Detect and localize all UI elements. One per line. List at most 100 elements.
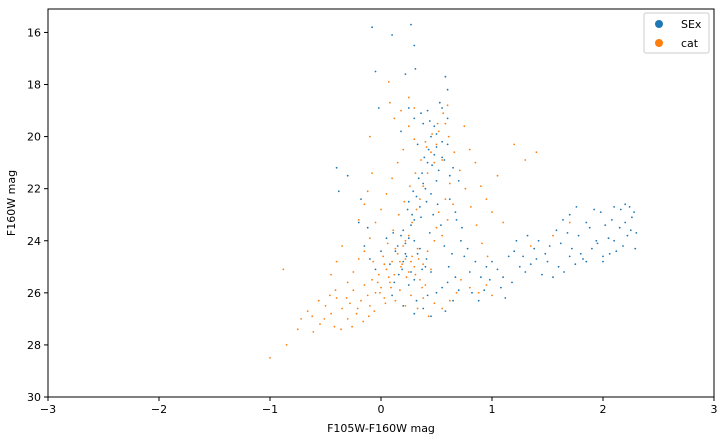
legend: SEx cat bbox=[643, 12, 710, 54]
data-point-sex bbox=[425, 258, 428, 260]
data-point-cat bbox=[324, 305, 327, 307]
data-point-sex bbox=[385, 237, 388, 240]
data-point-cat bbox=[402, 148, 405, 151]
data-point-sex bbox=[426, 161, 429, 164]
data-point-cat bbox=[448, 299, 451, 302]
data-point-sex bbox=[394, 250, 397, 253]
data-point-cat bbox=[386, 242, 389, 245]
data-point-cat bbox=[367, 315, 370, 318]
data-point-cat bbox=[345, 297, 348, 299]
data-point-cat bbox=[312, 331, 315, 333]
y-tick-label: 26 bbox=[27, 287, 41, 300]
data-point-sex bbox=[433, 125, 436, 128]
data-point-cat bbox=[391, 177, 393, 180]
data-point-sex bbox=[595, 239, 598, 242]
data-point-cat bbox=[394, 299, 397, 302]
data-point-sex bbox=[491, 260, 493, 263]
data-point-sex bbox=[427, 148, 430, 151]
x-tick-label: 2 bbox=[600, 403, 607, 416]
data-point-cat bbox=[411, 221, 413, 224]
data-point-sex bbox=[471, 291, 473, 294]
data-point-cat bbox=[393, 117, 396, 120]
data-point-sex bbox=[496, 268, 499, 271]
data-point-sex bbox=[406, 208, 409, 211]
data-point-sex bbox=[518, 265, 521, 268]
data-point-cat bbox=[389, 101, 391, 104]
data-point-sex bbox=[428, 120, 431, 122]
data-point-sex bbox=[432, 213, 435, 216]
data-point-cat bbox=[502, 221, 504, 224]
data-point-sex bbox=[435, 180, 438, 182]
legend-marker-cat bbox=[655, 39, 663, 47]
series-sex bbox=[335, 23, 638, 318]
data-point-sex bbox=[448, 198, 451, 201]
data-point-sex bbox=[402, 305, 405, 307]
data-point-cat bbox=[524, 159, 527, 161]
data-point-cat bbox=[394, 247, 397, 250]
data-point-cat bbox=[442, 112, 445, 115]
data-point-sex bbox=[437, 169, 440, 172]
data-point-sex bbox=[415, 299, 418, 302]
plot-area-frame bbox=[47, 8, 715, 398]
data-point-sex bbox=[431, 164, 433, 167]
data-point-cat bbox=[335, 297, 338, 299]
data-point-cat bbox=[401, 263, 403, 266]
data-point-sex bbox=[404, 242, 407, 245]
data-point-cat bbox=[296, 328, 299, 331]
data-point-cat bbox=[399, 289, 401, 292]
data-point-sex bbox=[463, 255, 466, 258]
data-point-sex bbox=[407, 107, 410, 109]
data-point-cat bbox=[424, 284, 427, 286]
data-point-cat bbox=[407, 96, 410, 99]
data-point-cat bbox=[317, 299, 320, 302]
data-point-sex bbox=[415, 195, 418, 198]
data-point-sex bbox=[633, 211, 635, 214]
data-point-cat bbox=[374, 221, 377, 224]
data-point-cat bbox=[351, 325, 353, 328]
data-point-cat bbox=[433, 239, 436, 242]
data-point-sex bbox=[419, 206, 421, 208]
data-point-sex bbox=[420, 112, 422, 115]
data-point-sex bbox=[413, 44, 416, 47]
data-point-cat bbox=[475, 224, 478, 227]
data-point-cat bbox=[383, 297, 386, 299]
data-point-sex bbox=[391, 34, 393, 36]
data-point-sex bbox=[613, 206, 615, 208]
data-point-cat bbox=[480, 185, 482, 188]
data-point-sex bbox=[526, 234, 529, 237]
data-point-cat bbox=[407, 125, 410, 128]
data-point-sex bbox=[477, 299, 480, 302]
data-point-cat bbox=[340, 328, 342, 331]
data-point-cat bbox=[349, 302, 351, 305]
data-point-sex bbox=[619, 208, 622, 211]
data-point-sex bbox=[513, 250, 516, 253]
data-point-sex bbox=[443, 245, 446, 247]
data-point-sex bbox=[407, 200, 410, 203]
data-point-sex bbox=[401, 268, 403, 271]
data-point-sex bbox=[533, 247, 536, 250]
data-point-sex bbox=[555, 229, 558, 232]
data-point-sex bbox=[426, 294, 429, 297]
data-point-sex bbox=[396, 245, 399, 247]
data-point-cat bbox=[433, 302, 436, 305]
data-point-cat bbox=[311, 315, 314, 318]
data-point-sex bbox=[380, 250, 382, 253]
data-point-sex bbox=[566, 232, 569, 234]
data-point-sex bbox=[421, 172, 423, 175]
data-point-sex bbox=[446, 281, 449, 284]
data-point-sex bbox=[461, 226, 463, 229]
data-point-sex bbox=[563, 271, 565, 273]
data-point-sex bbox=[541, 273, 543, 276]
data-point-cat bbox=[363, 203, 366, 206]
data-point-cat bbox=[396, 252, 399, 255]
data-point-sex bbox=[602, 260, 604, 263]
data-point-sex bbox=[443, 159, 446, 161]
data-point-cat bbox=[399, 260, 401, 263]
x-tick-label: −1 bbox=[262, 403, 278, 416]
data-point-sex bbox=[422, 122, 425, 125]
data-point-sex bbox=[568, 255, 571, 258]
data-point-sex bbox=[604, 224, 607, 227]
data-point-sex bbox=[446, 117, 449, 120]
data-point-sex bbox=[457, 289, 460, 292]
data-point-cat bbox=[366, 294, 369, 297]
